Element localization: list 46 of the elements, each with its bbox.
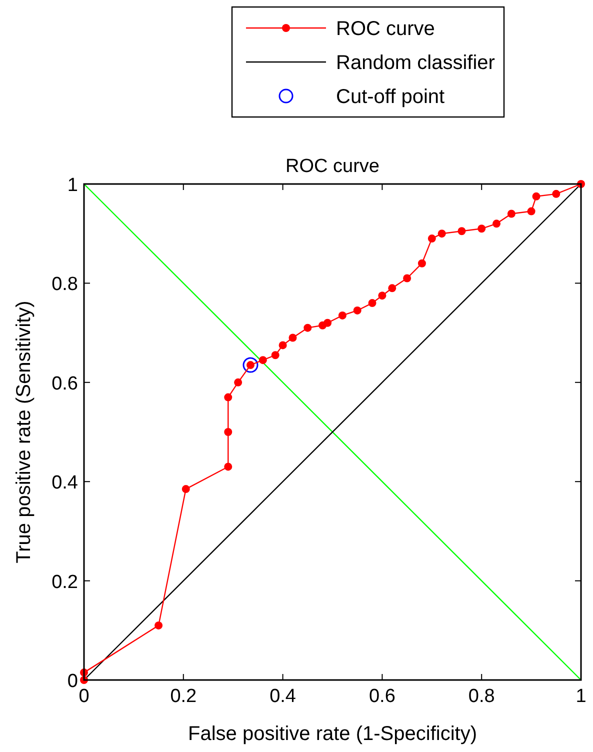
point bbox=[338, 311, 346, 320]
point bbox=[271, 351, 280, 360]
point bbox=[224, 428, 232, 436]
point bbox=[353, 306, 362, 314]
x-axis-title: False positive rate (1-Specificity) bbox=[188, 723, 477, 745]
point bbox=[304, 324, 312, 332]
y-tick-label: 1 bbox=[67, 175, 78, 196]
point bbox=[154, 621, 163, 630]
point bbox=[507, 210, 516, 218]
point bbox=[224, 393, 232, 402]
point bbox=[368, 299, 376, 308]
y-tick-label: 0.2 bbox=[52, 572, 78, 593]
point bbox=[478, 224, 486, 233]
point bbox=[403, 274, 412, 282]
y-tick-label: 0 bbox=[67, 671, 78, 692]
point bbox=[438, 230, 446, 238]
point bbox=[532, 192, 540, 200]
x-tick-label: 0.8 bbox=[468, 686, 495, 707]
point bbox=[234, 378, 242, 386]
point bbox=[258, 356, 267, 364]
x-tick-label: 0.6 bbox=[368, 686, 396, 707]
point bbox=[418, 259, 426, 268]
point bbox=[288, 334, 297, 342]
point bbox=[278, 341, 287, 350]
legend-label: Random classifier bbox=[336, 52, 496, 74]
chart-title: ROC curve bbox=[286, 156, 380, 177]
legend-label: Cut-off point bbox=[336, 86, 446, 108]
x-tick-label: 0.4 bbox=[270, 686, 296, 707]
point bbox=[388, 284, 396, 292]
y-axis-title: True positive rate (Sensitivity) bbox=[13, 300, 35, 564]
point bbox=[224, 462, 232, 471]
point bbox=[428, 234, 436, 243]
y-tick-label: 0.6 bbox=[52, 373, 78, 394]
point bbox=[458, 227, 466, 236]
x-tick-label: 0.2 bbox=[170, 686, 197, 707]
y-tick-label: 0.4 bbox=[52, 472, 78, 494]
point bbox=[324, 318, 332, 327]
point bbox=[242, 357, 258, 373]
x-tick-label: 1 bbox=[576, 686, 586, 707]
legend-label: ROC curve bbox=[336, 18, 435, 40]
point bbox=[527, 207, 536, 216]
point bbox=[492, 220, 501, 228]
point bbox=[378, 292, 386, 300]
point bbox=[552, 190, 560, 198]
point bbox=[182, 485, 190, 494]
y-tick-label: 0.8 bbox=[52, 274, 78, 296]
